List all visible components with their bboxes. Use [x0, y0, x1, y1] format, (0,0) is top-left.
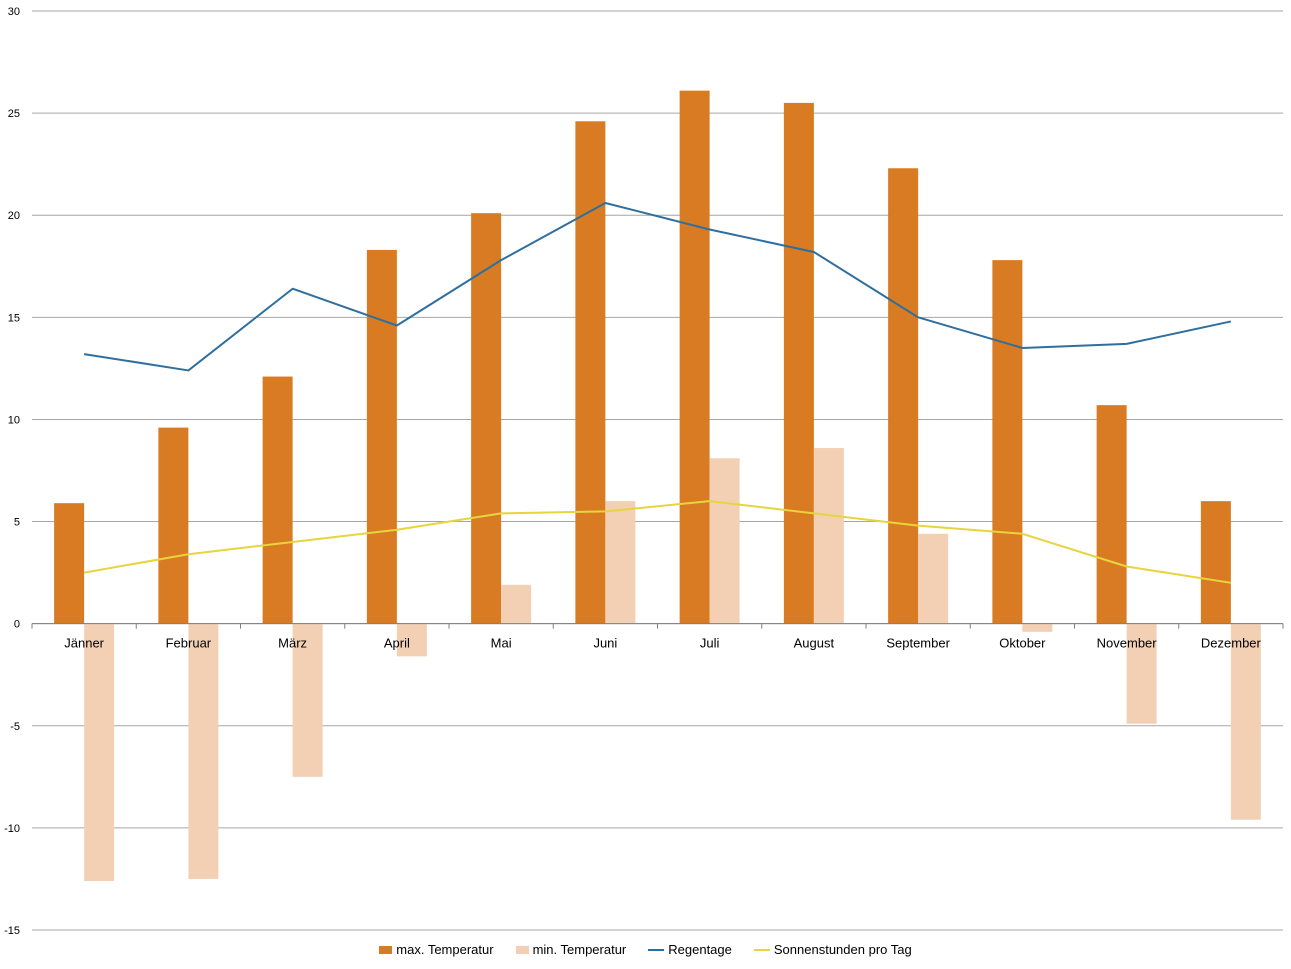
- y-tick-label: 5: [14, 517, 20, 529]
- bars: [54, 90, 1261, 881]
- x-axis-labels: Jänner Februar März April Mai Juni Juli August S…: [64, 636, 1261, 651]
- bar-min-temp: [292, 623, 323, 777]
- legend-swatch-regentage: [648, 948, 665, 951]
- legend-label-regentage: Regentage: [668, 942, 732, 957]
- legend: max. Temperatur min. Temperatur Regentag…: [0, 942, 1291, 957]
- bar-min-temp: [813, 448, 844, 624]
- y-tick-label: 20: [8, 210, 20, 222]
- bar-max-temp: [1096, 405, 1127, 624]
- x-tick-label: April: [384, 636, 410, 651]
- legend-item-max-temp: max. Temperatur: [379, 942, 494, 957]
- y-tick-label: -15: [4, 925, 20, 937]
- gridlines: [32, 10, 1283, 931]
- bar-min-temp: [501, 584, 532, 624]
- x-tick-label: Februar: [166, 636, 212, 651]
- lines: [83, 201, 1232, 584]
- bar-max-temp: [471, 213, 502, 624]
- legend-label-min-temp: min. Temperatur: [532, 942, 627, 957]
- bar-max-temp: [1200, 501, 1231, 624]
- bar-min-temp: [709, 458, 740, 624]
- x-tick-label: Juli: [700, 636, 720, 651]
- bar-max-temp: [158, 427, 189, 624]
- bar-min-temp: [1126, 623, 1157, 724]
- bar-max-temp: [992, 260, 1023, 624]
- bar-max-temp: [575, 121, 606, 624]
- line-sonnenstunden: [83, 500, 1232, 584]
- bar-min-temp: [1022, 623, 1053, 632]
- legend-swatch-sonnenstunden: [753, 948, 770, 951]
- x-tick-label: September: [886, 636, 950, 651]
- bar-max-temp: [783, 102, 814, 624]
- legend-item-regentage: Regentage: [648, 942, 732, 957]
- y-tick-label: -5: [10, 721, 20, 733]
- bar-min-temp: [1230, 623, 1261, 820]
- bar-min-temp: [188, 623, 219, 879]
- x-axis: [31, 623, 1284, 629]
- bar-min-temp: [396, 623, 427, 657]
- bar-min-temp: [605, 501, 636, 624]
- y-tick-label: 30: [8, 6, 20, 18]
- y-tick-label: 10: [8, 414, 20, 426]
- legend-label-max-temp: max. Temperatur: [396, 942, 494, 957]
- bar-max-temp: [54, 503, 85, 624]
- bar-max-temp: [888, 168, 919, 624]
- legend-swatch-max-temp: [379, 945, 393, 954]
- y-axis-ticks: -15 -10 -5 0 5 10 15 20 25 30: [4, 6, 20, 937]
- x-tick-label: November: [1097, 636, 1158, 651]
- line-regentage: [83, 201, 1232, 372]
- x-tick-label: Mai: [491, 636, 512, 651]
- x-tick-label: Oktober: [999, 636, 1046, 651]
- x-tick-label: März: [278, 636, 307, 651]
- legend-item-sonnenstunden: Sonnenstunden pro Tag: [753, 942, 912, 957]
- x-tick-label: August: [794, 636, 835, 651]
- bar-max-temp: [366, 249, 397, 624]
- y-tick-label: 25: [8, 108, 20, 120]
- x-tick-label: Juni: [593, 636, 617, 651]
- y-tick-label: -10: [4, 823, 20, 835]
- legend-label-sonnenstunden: Sonnenstunden pro Tag: [773, 942, 912, 957]
- bar-max-temp: [262, 376, 293, 624]
- y-tick-label: 15: [8, 312, 20, 324]
- y-tick-label: 0: [14, 619, 20, 631]
- bar-min-temp: [918, 533, 949, 624]
- legend-swatch-min-temp: [515, 945, 529, 954]
- bar-min-temp: [84, 623, 115, 881]
- legend-item-min-temp: min. Temperatur: [515, 942, 627, 957]
- x-tick-label: Jänner: [64, 636, 104, 651]
- x-tick-label: Dezember: [1201, 636, 1262, 651]
- bar-max-temp: [679, 90, 710, 624]
